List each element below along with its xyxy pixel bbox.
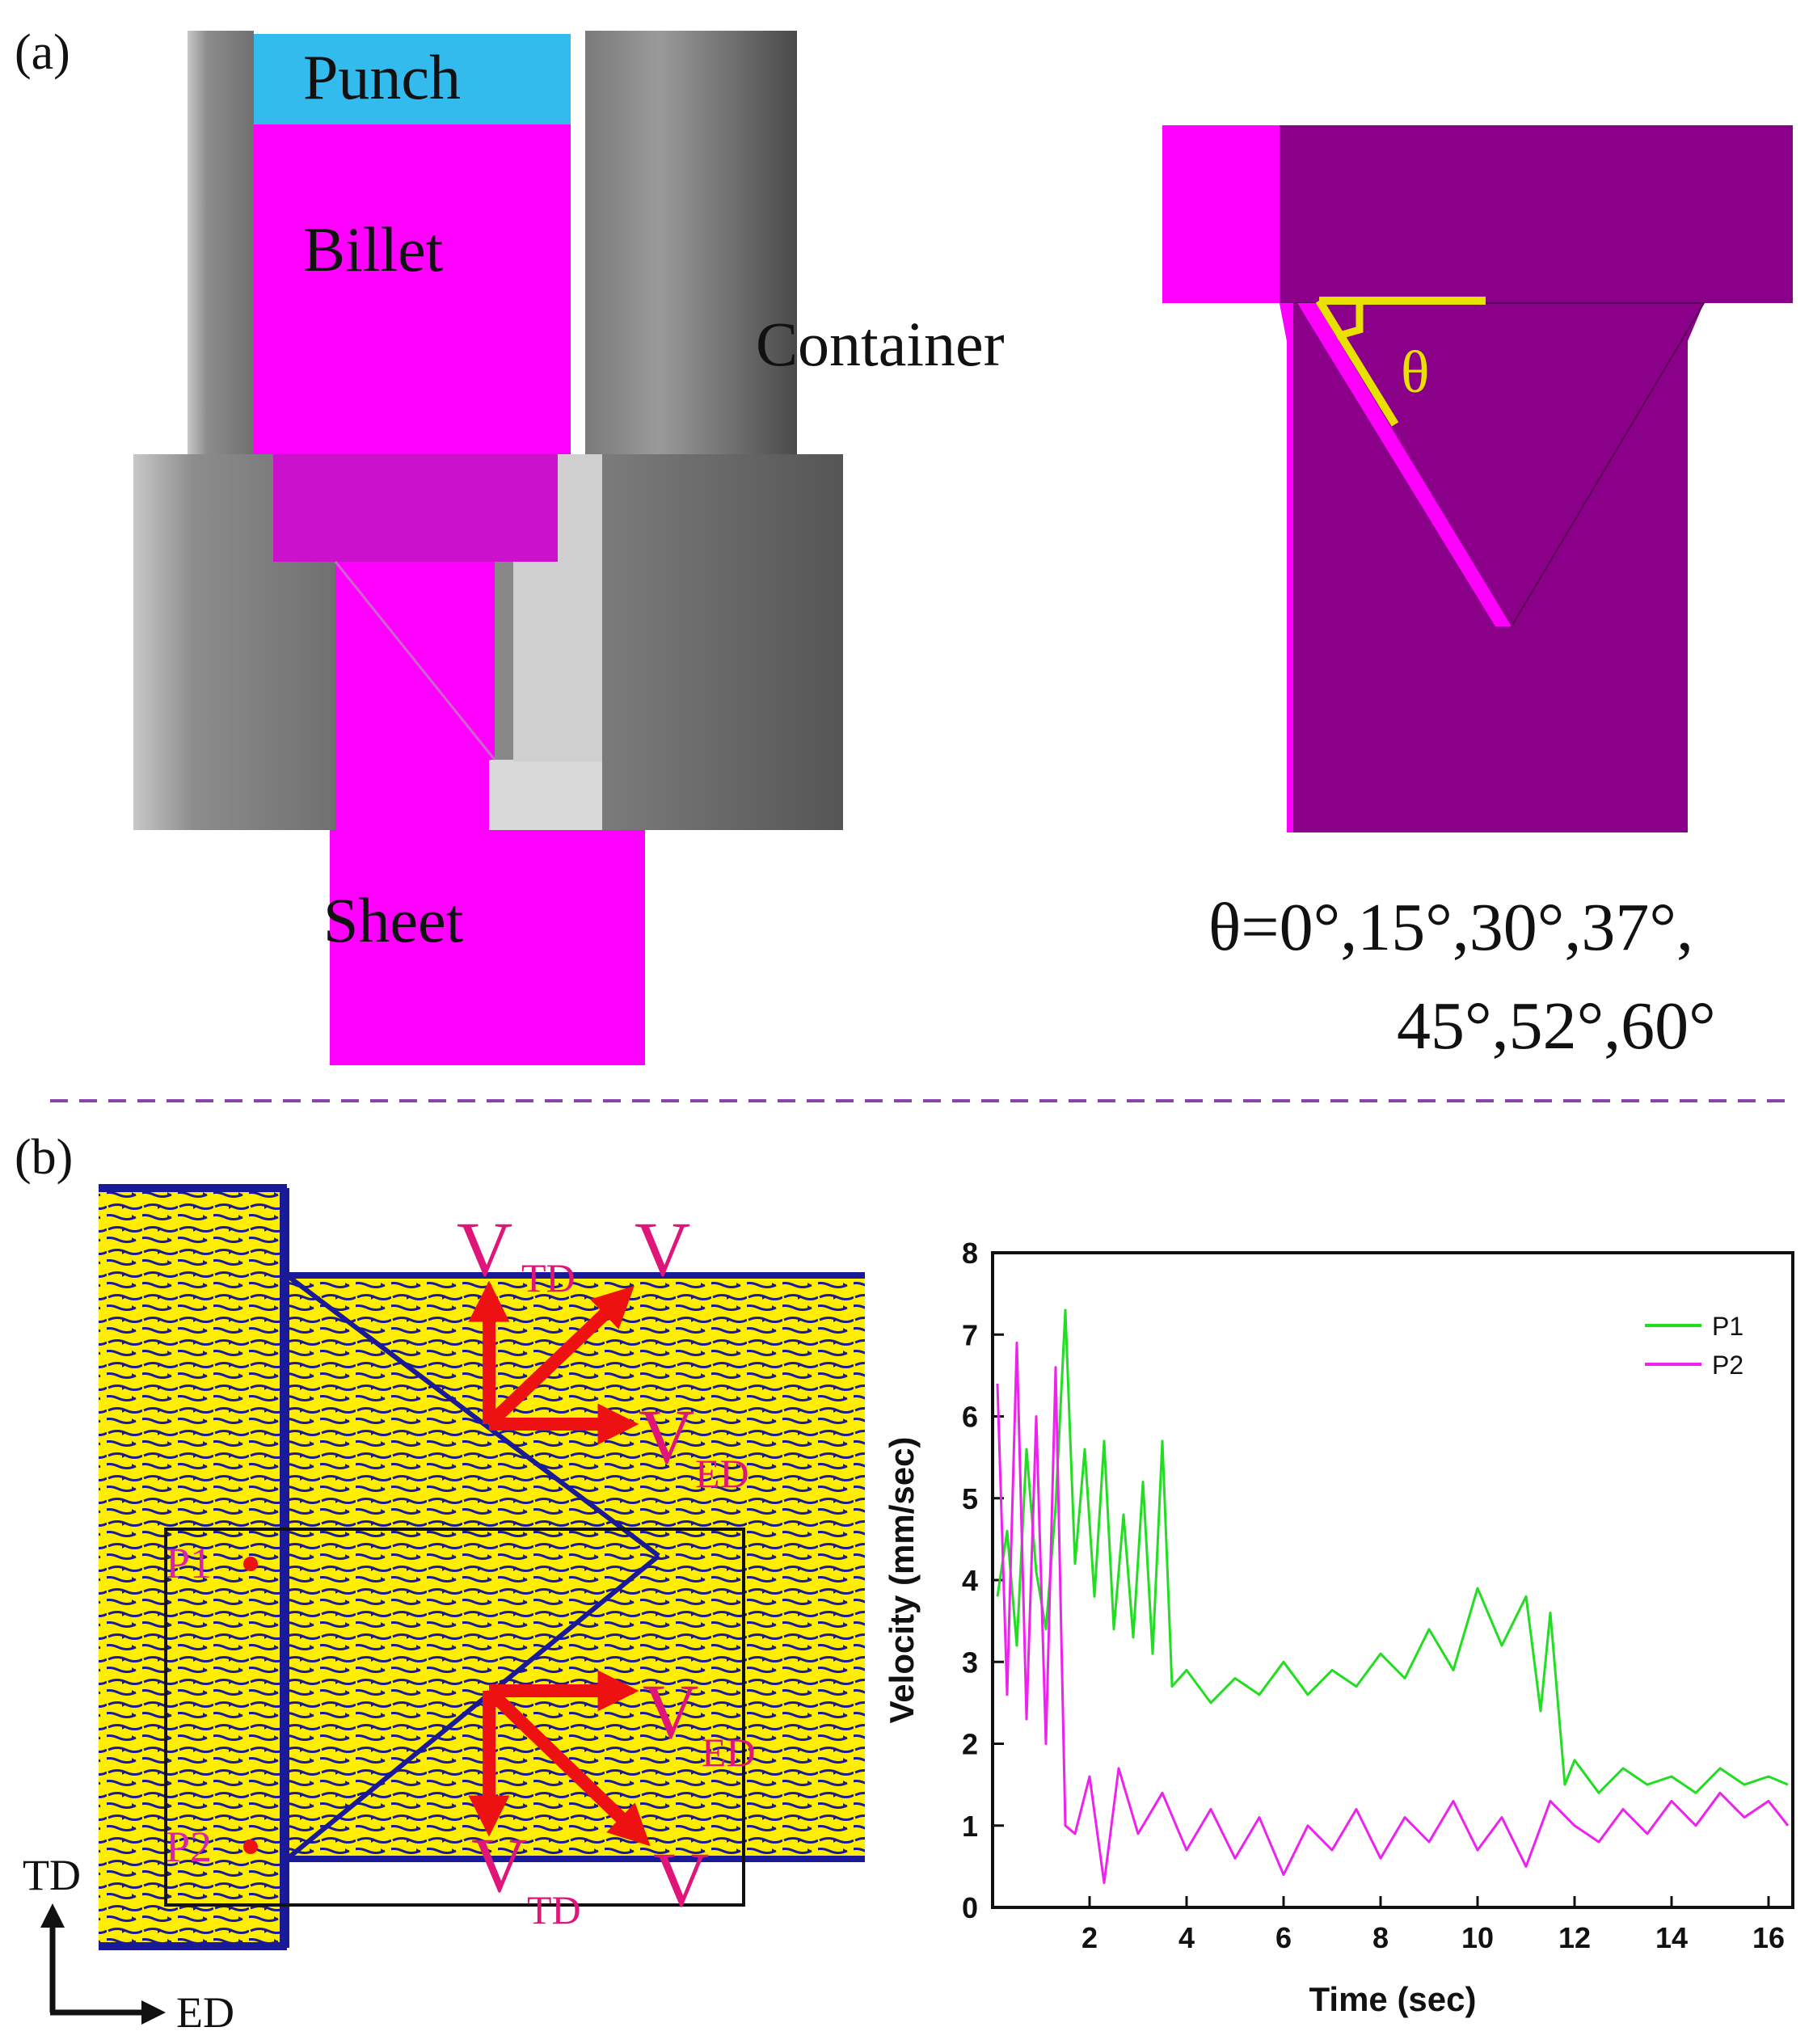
vector-top-resultant-label: V	[635, 1206, 690, 1292]
die-cross-section	[1162, 125, 1793, 832]
container-label: Container	[756, 309, 1005, 379]
chart-legend: P1 P2	[1645, 1312, 1743, 1380]
panel-a-label: (a)	[15, 25, 70, 80]
sheet-diagonal-edge	[334, 561, 496, 761]
series-line-p1	[996, 1309, 1789, 1794]
chart-x-axis-label: Time (sec)	[1309, 1980, 1477, 2018]
vector-bottom-main-label: V	[653, 1836, 709, 1923]
y-tick-label: 6	[962, 1401, 978, 1434]
td-axis-head	[40, 1903, 65, 1928]
point-p2-label: P2	[166, 1823, 212, 1871]
chart-y-axis-label: Velocity (mm/sec)	[883, 1437, 921, 1724]
vector-bottom-ed-sub: ED	[702, 1730, 756, 1775]
point-p2-marker	[243, 1840, 258, 1854]
y-tick-label: 7	[962, 1318, 978, 1351]
x-tick-label: 12	[1558, 1921, 1591, 1954]
panel-b-label: (b)	[15, 1130, 73, 1185]
velocity-vectors-bottom	[468, 1670, 651, 1847]
legend-p1-label: P1	[1712, 1312, 1743, 1341]
point-p1-label: P1	[166, 1539, 212, 1587]
punch-label: Punch	[303, 42, 461, 112]
zoom-box	[164, 1528, 745, 1907]
vector-top-main-label: V	[457, 1206, 512, 1292]
die-diagonal-upper	[285, 1273, 660, 1558]
vector-top-ed-sub: ED	[695, 1451, 749, 1496]
y-tick-label: 0	[962, 1891, 978, 1924]
sheet	[330, 562, 645, 1065]
punch	[254, 34, 571, 124]
flow-field	[99, 1184, 865, 1950]
vector-bottom-td-sub: TD	[527, 1887, 581, 1932]
y-tick-label: 4	[962, 1564, 978, 1597]
container-left-wall	[188, 31, 254, 459]
legend-p2-label: P2	[1712, 1351, 1743, 1380]
angle-reference-inclined	[1315, 298, 1399, 427]
x-tick-label: 2	[1081, 1921, 1098, 1954]
die-diagonal-lower	[285, 1553, 660, 1861]
die-top-purple-part	[1280, 125, 1793, 303]
ed-axis-head	[141, 2000, 166, 2025]
x-tick-label: 14	[1655, 1921, 1688, 1954]
extrusion-assembly	[133, 31, 843, 1065]
vector-bottom-td-label: V	[471, 1822, 527, 1908]
velocity-vectors-top	[468, 1280, 639, 1445]
ed-axis-label: ED	[176, 1988, 234, 2037]
x-tick-label: 10	[1461, 1921, 1494, 1954]
die-inner-light	[489, 760, 602, 830]
vector-bottom-resultant	[484, 1686, 651, 1847]
die-lower-body	[1280, 303, 1704, 832]
point-p1-marker	[243, 1557, 258, 1571]
x-tick-label: 4	[1178, 1921, 1195, 1954]
x-tick-label: 16	[1752, 1921, 1785, 1954]
chart-series-group	[996, 1309, 1790, 1885]
y-tick-label: 1	[962, 1810, 978, 1843]
die-left-edge	[1280, 303, 1293, 832]
x-tick-label: 8	[1372, 1921, 1389, 1954]
y-tick-label: 5	[962, 1482, 978, 1515]
angle-values-line2: 45°,52°,60°	[1397, 988, 1716, 1064]
angle-symbol: θ	[1401, 339, 1429, 406]
direction-indicator	[40, 1903, 166, 2025]
vector-top-ed-label: V	[639, 1393, 694, 1480]
sheet-label: Sheet	[323, 885, 464, 955]
die-inclined-channel	[1297, 303, 1512, 626]
angle-values-line1: θ=0°,15°,30°,37°,	[1208, 890, 1693, 965]
container-right-wall	[585, 31, 797, 459]
y-tick-label: 2	[962, 1728, 978, 1761]
billet-label: Billet	[303, 214, 444, 284]
angle-arc	[1335, 301, 1364, 340]
flow-field-region	[99, 1192, 865, 1944]
vector-top-resultant	[484, 1285, 635, 1429]
td-axis-label: TD	[23, 1851, 81, 1899]
series-line-p2	[996, 1341, 1790, 1885]
x-tick-label: 6	[1275, 1921, 1292, 1954]
vector-bottom-ed-label: V	[643, 1668, 698, 1755]
billet	[254, 124, 571, 457]
die-top-magenta-part	[1162, 125, 1280, 303]
vector-top-td-label: TD	[521, 1255, 576, 1300]
y-tick-label: 8	[962, 1237, 978, 1270]
y-tick-label: 3	[962, 1646, 978, 1679]
